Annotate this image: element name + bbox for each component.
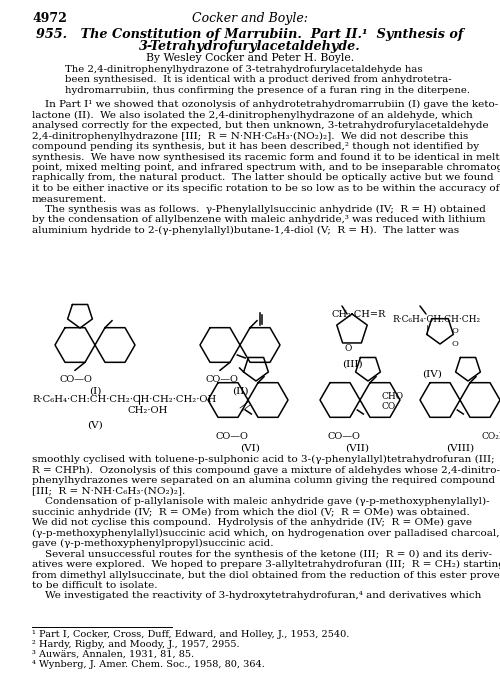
Text: We did not cyclise this compound.  Hydrolysis of the anhydride (IV;  R = OMe) ga: We did not cyclise this compound. Hydrol…: [32, 518, 472, 527]
Text: to be difficult to isolate.: to be difficult to isolate.: [32, 581, 158, 590]
Text: CH₂·OH: CH₂·OH: [127, 406, 168, 415]
Text: R·C₆H₄·CH:CH·CH₂·CH·CH₂·CH₂·OH: R·C₆H₄·CH:CH·CH₂·CH·CH₂·CH₂·OH: [32, 395, 216, 404]
Text: O: O: [452, 340, 459, 348]
Text: ⁴ Wynberg, J. Amer. Chem. Soc., 1958, 80, 364.: ⁴ Wynberg, J. Amer. Chem. Soc., 1958, 80…: [32, 660, 265, 669]
Text: CO—O: CO—O: [327, 432, 360, 441]
Text: CO—O: CO—O: [215, 432, 248, 441]
Text: gave (γ-p-methoxyphenylpropyl)succinic acid.: gave (γ-p-methoxyphenylpropyl)succinic a…: [32, 539, 274, 548]
Text: from dimethyl allylsuccinate, but the diol obtained from the reduction of this e: from dimethyl allylsuccinate, but the di…: [32, 570, 500, 579]
Text: CO—O: CO—O: [205, 375, 238, 384]
Text: CHO: CHO: [382, 392, 404, 401]
Text: Cocker and Boyle:: Cocker and Boyle:: [192, 12, 308, 25]
Text: atives were explored.  We hoped to prepare 3-allyltetrahydrofuran (III;  R = CH₂: atives were explored. We hoped to prepar…: [32, 560, 500, 569]
Text: been synthesised.  It is identical with a product derived from anhydrotetra-: been synthesised. It is identical with a…: [65, 75, 452, 84]
Text: phenylhydrazones were separated on an alumina column giving the required compoun: phenylhydrazones were separated on an al…: [32, 476, 495, 485]
Text: In Part I¹ we showed that ozonolysis of anhydrotetrahydromarrubiin (I) gave the : In Part I¹ we showed that ozonolysis of …: [32, 100, 498, 109]
Text: [III;  R = N·NH·C₆H₃·(NO₂)₂].: [III; R = N·NH·C₆H₃·(NO₂)₂].: [32, 486, 185, 496]
Text: O: O: [452, 327, 459, 335]
Text: by the condensation of allylbenzene with maleic anhydride,³ was reduced with lit: by the condensation of allylbenzene with…: [32, 215, 486, 225]
Text: We investigated the reactivity of 3-hydroxytetrahydrofuran,⁴ and derivatives whi: We investigated the reactivity of 3-hydr…: [32, 591, 482, 600]
Text: lactone (II).  We also isolated the 2,4-dinitrophenylhydrazone of an aldehyde, w: lactone (II). We also isolated the 2,4-d…: [32, 111, 473, 120]
Text: ³ Auwärs, Annalen, 1931, 81, 85.: ³ Auwärs, Annalen, 1931, 81, 85.: [32, 650, 194, 659]
Text: (γ-p-methoxyphenylallyl)succinic acid which, on hydrogenation over palladised ch: (γ-p-methoxyphenylallyl)succinic acid wh…: [32, 528, 500, 538]
Text: 955.   The Constitution of Marrubiin.  Part II.¹  Synthesis of: 955. The Constitution of Marrubiin. Part…: [36, 28, 464, 41]
Text: aluminium hydride to 2-(γ-phenylallyl)butane-1,4-diol (V;  R = H).  The latter w: aluminium hydride to 2-(γ-phenylallyl)bu…: [32, 226, 459, 235]
Text: 4972: 4972: [32, 12, 67, 25]
Text: (IV): (IV): [422, 370, 442, 379]
Text: synthesis.  We have now synthesised its racemic form and found it to be identica: synthesis. We have now synthesised its r…: [32, 153, 500, 162]
Text: The 2,4-dinitrophenylhydrazone of 3-tetrahydrofurylacetaldehyde has: The 2,4-dinitrophenylhydrazone of 3-tetr…: [65, 65, 422, 74]
Text: analysed correctly for the expected, but then unknown, 3-tetrahydrofurylacetalde: analysed correctly for the expected, but…: [32, 121, 488, 130]
Text: (II): (II): [232, 387, 248, 396]
Text: Several unsuccessful routes for the synthesis of the ketone (III;  R = 0) and it: Several unsuccessful routes for the synt…: [32, 549, 492, 559]
Text: (VI): (VI): [240, 444, 260, 453]
Text: ¹ Part I, Cocker, Cross, Duff, Edward, and Holley, J., 1953, 2540.: ¹ Part I, Cocker, Cross, Duff, Edward, a…: [32, 630, 350, 639]
Text: (VIII): (VIII): [446, 444, 474, 453]
Text: succinic anhydride (IV;  R = OMe) from which the diol (V;  R = OMe) was obtained: succinic anhydride (IV; R = OMe) from wh…: [32, 507, 470, 517]
Text: raphically from, the natural product.  The latter should be optically active but: raphically from, the natural product. Th…: [32, 174, 494, 183]
Text: (V): (V): [87, 421, 103, 430]
Text: CH₂·CH=R: CH₂·CH=R: [332, 310, 386, 319]
Text: point, mixed melting point, and infrared spectrum with, and to be inseparable ch: point, mixed melting point, and infrared…: [32, 163, 500, 172]
Text: (III): (III): [342, 360, 362, 369]
Text: hydromarrubiin, thus confirming the presence of a furan ring in the diterpene.: hydromarrubiin, thus confirming the pres…: [65, 86, 470, 95]
Text: (VII): (VII): [345, 444, 369, 453]
Text: measurement.: measurement.: [32, 194, 107, 204]
Text: smoothly cyclised with toluene-p-sulphonic acid to 3-(γ-phenylallyl)tetrahydrofu: smoothly cyclised with toluene-p-sulphon…: [32, 455, 494, 464]
Text: compound pending its synthesis, but it has been described,² though not identifie: compound pending its synthesis, but it h…: [32, 142, 479, 151]
Text: (I): (I): [89, 387, 101, 396]
Text: 2,4-dinitrophenylhydrazone [III;  R = N·NH·C₆H₃·(NO₂)₂].  We did not describe th: 2,4-dinitrophenylhydrazone [III; R = N·N…: [32, 132, 468, 141]
Text: 3-Tetrahydrofurylacetaldehyde.: 3-Tetrahydrofurylacetaldehyde.: [139, 40, 361, 53]
Text: R·C₆H₄·CH:CH·CH₂: R·C₆H₄·CH:CH·CH₂: [392, 315, 480, 324]
Text: ² Hardy, Rigby, and Moody, J., 1957, 2955.: ² Hardy, Rigby, and Moody, J., 1957, 295…: [32, 640, 240, 649]
Text: it to be either inactive or its specific rotation to be so low as to be within t: it to be either inactive or its specific…: [32, 184, 500, 193]
Text: CO: CO: [382, 402, 396, 411]
Text: CO₂Me: CO₂Me: [482, 432, 500, 441]
Text: O: O: [344, 344, 352, 353]
Text: CO—O: CO—O: [60, 375, 93, 384]
Text: By Wesley Cocker and Peter H. Boyle.: By Wesley Cocker and Peter H. Boyle.: [146, 53, 354, 63]
Text: R = CHPh).  Ozonolysis of this compound gave a mixture of aldehydes whose 2,4-di: R = CHPh). Ozonolysis of this compound g…: [32, 466, 500, 475]
Text: The synthesis was as follows.  γ-Phenylallylsuccinic anhydride (IV;  R = H) obta: The synthesis was as follows. γ-Phenylal…: [32, 205, 486, 214]
Text: Condensation of p-allylanisole with maleic anhydride gave (γ-p-methoxyphenylally: Condensation of p-allylanisole with male…: [32, 497, 490, 506]
